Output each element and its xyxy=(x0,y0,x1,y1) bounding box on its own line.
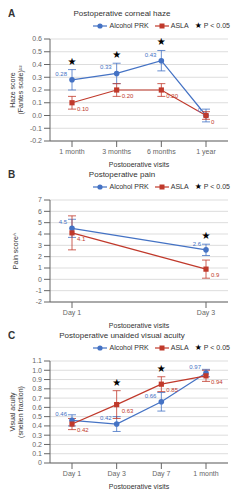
svg-text:0.97: 0.97 xyxy=(189,364,201,370)
svg-text:0.6: 0.6 xyxy=(32,35,42,42)
svg-text:6 months: 6 months xyxy=(147,148,176,155)
svg-text:1 year: 1 year xyxy=(196,148,216,156)
svg-text:Day 3: Day 3 xyxy=(197,309,215,317)
svg-text:0.94: 0.94 xyxy=(211,379,223,385)
html-text:Postoperative pain: Postoperative pain xyxy=(88,170,156,179)
svg-text:0.46: 0.46 xyxy=(55,411,67,417)
svg-text:0.3: 0.3 xyxy=(32,432,42,439)
html-text:Alcohol PRK: Alcohol PRK xyxy=(109,344,149,351)
svg-text:0.5: 0.5 xyxy=(32,48,42,55)
svg-text:0.1: 0.1 xyxy=(32,99,42,106)
html-text:★P < 0.05: ★P < 0.05 xyxy=(194,21,230,30)
svg-text:Day 1: Day 1 xyxy=(63,309,81,317)
svg-text:3 months: 3 months xyxy=(102,148,131,155)
html-text:Alcohol PRK: Alcohol PRK xyxy=(109,183,149,190)
svg-text:0.66: 0.66 xyxy=(145,393,157,399)
svg-text:★: ★ xyxy=(157,363,166,374)
svg-text:★: ★ xyxy=(202,230,211,241)
svg-text:Day 7: Day 7 xyxy=(152,470,170,478)
svg-text:Day 1: Day 1 xyxy=(63,470,81,478)
svg-text:★: ★ xyxy=(112,49,121,60)
svg-text:★: ★ xyxy=(112,377,121,388)
svg-text:0.0: 0.0 xyxy=(32,112,42,119)
svg-text:★: ★ xyxy=(68,56,77,67)
svg-text:-0.2: -0.2 xyxy=(30,137,42,144)
svg-text:Visual acuity(snellen fraction: Visual acuity(snellen fraction) xyxy=(9,386,25,438)
html-text:Postoperative corneal haze: Postoperative corneal haze xyxy=(73,9,171,18)
html-text:ASLA: ASLA xyxy=(170,344,189,351)
svg-text:0: 0 xyxy=(211,119,215,125)
svg-text:0.8: 0.8 xyxy=(32,385,42,392)
svg-text:0.2: 0.2 xyxy=(32,86,42,93)
svg-text:4: 4 xyxy=(38,230,42,237)
html-text:B: B xyxy=(8,169,16,180)
html-text:Alcohol PRK: Alcohol PRK xyxy=(109,22,149,29)
svg-text:1 month: 1 month xyxy=(193,470,218,477)
svg-text:0: 0 xyxy=(198,107,202,113)
svg-text:-1: -1 xyxy=(36,287,42,294)
svg-text:4.1: 4.1 xyxy=(77,236,86,242)
svg-text:0.43: 0.43 xyxy=(145,52,157,58)
svg-text:-0.1: -0.1 xyxy=(30,125,42,132)
svg-text:Postoperative visits: Postoperative visits xyxy=(109,322,170,328)
svg-text:★: ★ xyxy=(157,36,166,47)
svg-text:0.9: 0.9 xyxy=(32,376,42,383)
svg-text:5: 5 xyxy=(38,219,42,226)
svg-text:6: 6 xyxy=(38,208,42,215)
svg-text:0: 0 xyxy=(38,459,42,466)
svg-text:2: 2 xyxy=(38,253,42,260)
svg-text:0.3: 0.3 xyxy=(32,74,42,81)
svg-text:0.9: 0.9 xyxy=(211,272,220,278)
svg-text:Postoperative visits: Postoperative visits xyxy=(109,161,170,167)
svg-text:1 month: 1 month xyxy=(59,148,84,155)
svg-text:0.20: 0.20 xyxy=(122,93,134,99)
svg-text:0.28: 0.28 xyxy=(55,71,67,77)
html-text:C: C xyxy=(8,330,16,341)
svg-text:0.42: 0.42 xyxy=(100,415,112,421)
svg-text:1.1: 1.1 xyxy=(32,357,42,364)
svg-text:0.5: 0.5 xyxy=(32,413,42,420)
svg-text:7: 7 xyxy=(38,196,42,203)
html-text:★P < 0.05: ★P < 0.05 xyxy=(194,182,230,191)
svg-text:Pain scoreᴬ: Pain scoreᴬ xyxy=(12,232,19,269)
svg-text:0.6: 0.6 xyxy=(32,404,42,411)
html-text:A: A xyxy=(8,8,16,19)
svg-text:0.10: 0.10 xyxy=(77,106,89,112)
svg-text:0.7: 0.7 xyxy=(32,395,42,402)
svg-text:0.2: 0.2 xyxy=(32,441,42,448)
svg-text:1: 1 xyxy=(38,264,42,271)
svg-text:Postoperative visits: Postoperative visits xyxy=(109,483,170,489)
svg-text:Day 3: Day 3 xyxy=(108,470,126,478)
svg-text:0.4: 0.4 xyxy=(32,61,42,68)
svg-text:0.42: 0.42 xyxy=(77,427,89,433)
svg-text:4.5: 4.5 xyxy=(59,219,68,225)
svg-text:2.6: 2.6 xyxy=(193,241,202,247)
svg-text:0.33: 0.33 xyxy=(100,64,112,70)
html-text:★P < 0.05: ★P < 0.05 xyxy=(194,343,230,352)
svg-text:0.20: 0.20 xyxy=(166,93,178,99)
svg-text:0.85: 0.85 xyxy=(166,387,178,393)
svg-text:Haze score(Fantes scale)¹²: Haze score(Fantes scale)¹² xyxy=(9,65,25,115)
svg-text:3: 3 xyxy=(38,242,42,249)
svg-text:0: 0 xyxy=(38,276,42,283)
svg-text:0.1: 0.1 xyxy=(32,450,42,457)
html-text:ASLA: ASLA xyxy=(170,22,189,29)
html-text:Postoperative unaided visual a: Postoperative unaided visual acuity xyxy=(59,331,185,340)
svg-text:0.4: 0.4 xyxy=(32,422,42,429)
html-text:ASLA: ASLA xyxy=(170,183,189,190)
svg-text:0.63: 0.63 xyxy=(122,408,134,414)
svg-text:-2: -2 xyxy=(36,298,42,305)
svg-text:1.0: 1.0 xyxy=(32,367,42,374)
